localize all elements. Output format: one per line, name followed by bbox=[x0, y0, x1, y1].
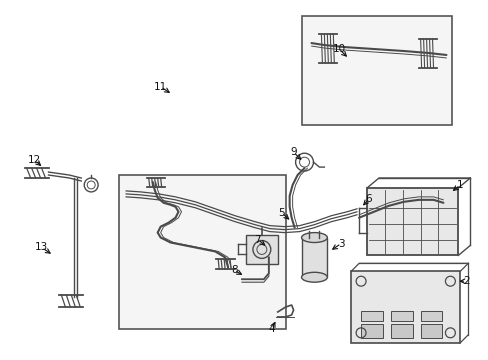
Text: 11: 11 bbox=[154, 82, 167, 92]
Bar bbox=[350, 271, 459, 343]
Bar bbox=[245, 235, 277, 264]
Text: 13: 13 bbox=[35, 243, 48, 252]
Text: 3: 3 bbox=[337, 239, 344, 248]
Text: 2: 2 bbox=[462, 276, 468, 286]
Ellipse shape bbox=[301, 272, 326, 282]
Text: 9: 9 bbox=[290, 147, 296, 157]
Ellipse shape bbox=[301, 233, 326, 243]
Text: 6: 6 bbox=[365, 194, 371, 204]
Text: 4: 4 bbox=[268, 324, 275, 334]
Bar bbox=[119, 175, 285, 329]
Bar bbox=[301, 238, 326, 277]
Bar bbox=[360, 311, 382, 321]
Text: 5: 5 bbox=[278, 208, 285, 218]
Bar bbox=[360, 324, 382, 338]
Bar bbox=[390, 311, 412, 321]
Text: 7: 7 bbox=[254, 234, 261, 244]
Text: 8: 8 bbox=[230, 265, 237, 275]
Bar bbox=[420, 311, 442, 321]
Bar bbox=[366, 188, 457, 255]
Bar bbox=[390, 324, 412, 338]
Text: 10: 10 bbox=[332, 44, 345, 54]
Bar bbox=[420, 324, 442, 338]
Bar bbox=[301, 16, 451, 125]
Text: 12: 12 bbox=[28, 155, 41, 165]
Text: 1: 1 bbox=[456, 180, 463, 190]
